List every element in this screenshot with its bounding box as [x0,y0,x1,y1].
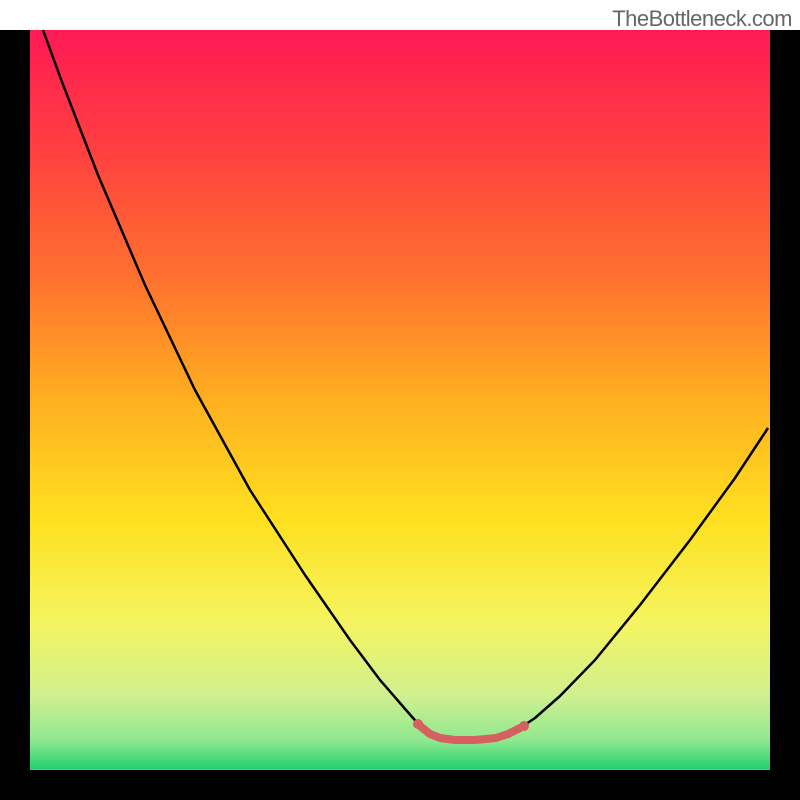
chart-overlay [0,0,800,800]
bottom-highlight-segment [420,726,520,740]
v-curve [43,30,768,740]
highlight-dot [519,721,529,731]
watermark-text: TheBottleneck.com [612,6,792,32]
highlight-dot [413,719,423,729]
chart-container: { "watermark": "TheBottleneck.com", "can… [0,0,800,800]
